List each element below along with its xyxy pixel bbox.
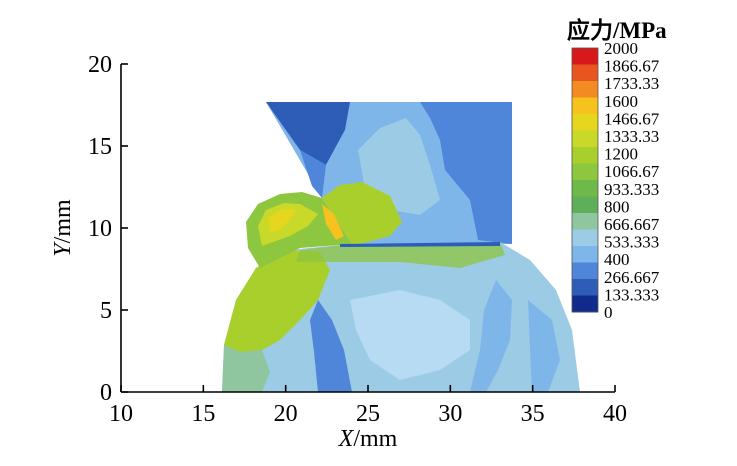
colorbar-level-label: 533.333 <box>604 233 659 252</box>
colorbar-swatch <box>572 147 598 164</box>
tool-right-dark-region <box>420 102 512 244</box>
chip-region <box>246 182 505 268</box>
x-tick-label: 25 <box>356 401 380 427</box>
y-axis-variable: Y <box>50 241 76 257</box>
y-axis-title: Y/mm <box>50 199 76 257</box>
colorbar-title: 应力/MPa <box>567 17 667 43</box>
colorbar-swatch <box>572 196 598 214</box>
colorbar-swatch <box>572 81 598 98</box>
x-tick-label: 35 <box>521 401 545 427</box>
colorbar-swatch <box>572 48 598 65</box>
x-ticks: 10 15 20 25 30 35 40 <box>109 385 627 427</box>
colorbar-swatch <box>572 114 598 131</box>
colorbar-swatch <box>572 213 598 230</box>
colorbar-level-label: 0 <box>604 303 613 322</box>
y-tick-label: 20 <box>88 52 112 78</box>
colorbar-level-label: 400 <box>604 250 630 269</box>
chip-inner-light <box>258 203 318 246</box>
colorbar-level-label: 1733.33 <box>604 74 659 93</box>
x-tick-label: 20 <box>274 401 298 427</box>
colorbar-frame <box>571 47 599 313</box>
workpiece-dark-column-1 <box>310 300 352 392</box>
colorbar-swatch <box>572 229 598 247</box>
y-axis-unit: /mm <box>50 199 76 243</box>
y-ticks: 0 5 10 15 20 <box>88 52 128 406</box>
colorbar-level-label: 1066.67 <box>604 162 660 181</box>
colorbar-level-label: 2000 <box>604 39 638 58</box>
tool-dark-band-left-edge <box>300 150 326 198</box>
y-tick-label: 10 <box>88 216 112 242</box>
colorbar-swatch <box>572 246 598 263</box>
colorbar-swatch <box>572 130 598 148</box>
x-axis-title: X/mm <box>338 426 398 452</box>
workpiece <box>222 242 580 392</box>
colorbar-level-label: 1466.67 <box>604 109 660 128</box>
x-tick-label: 30 <box>438 401 462 427</box>
colorbar-level-label: 933.333 <box>604 180 659 199</box>
contour-field <box>222 102 580 392</box>
workpiece-left-green <box>224 250 330 352</box>
tool-chip-interface-dark <box>340 242 500 247</box>
colorbar-level-label: 1600 <box>604 92 638 111</box>
x-axis-variable: X <box>338 426 355 452</box>
colorbar-level-label: 800 <box>604 197 630 216</box>
colorbar-level-label: 1200 <box>604 145 638 164</box>
colorbar-level-label: 1866.67 <box>604 57 660 76</box>
cutting-tool <box>266 102 512 244</box>
workpiece-left-teal <box>222 345 270 392</box>
x-tick-label: 40 <box>603 401 627 427</box>
workpiece-lightest-band <box>350 290 470 380</box>
tool-dark-band-top-left <box>266 102 350 165</box>
colorbar-level-label: 666.667 <box>604 215 660 234</box>
y-tick-label: 15 <box>88 134 112 160</box>
colorbar-level-label: 266.667 <box>604 268 660 287</box>
colorbar-swatch <box>572 279 598 296</box>
chip-curl-highlight <box>268 209 296 232</box>
tool-mid-blue <box>326 130 365 195</box>
colorbar: 20001866.671733.3316001466.671333.331200… <box>571 39 660 322</box>
shear-zone-hotspot <box>322 204 344 240</box>
colorbar-swatch <box>572 180 598 197</box>
colorbar-swatch <box>572 262 598 280</box>
colorbar-swatch <box>572 163 598 181</box>
x-tick-label: 10 <box>109 401 133 427</box>
workpiece-right-mid <box>528 300 560 392</box>
colorbar-level-label: 133.333 <box>604 285 659 304</box>
y-tick-label: 0 <box>100 380 112 406</box>
shear-zone <box>322 182 402 244</box>
y-tick-label: 5 <box>100 298 112 324</box>
colorbar-swatch <box>572 295 598 313</box>
colorbar-swatch <box>572 64 598 82</box>
colorbar-level-label: 1333.33 <box>604 127 659 146</box>
x-tick-label: 15 <box>191 401 215 427</box>
colorbar-swatch <box>572 97 598 115</box>
workpiece-dark-column-2 <box>470 280 512 392</box>
shear-zone-band <box>296 242 505 268</box>
x-axis-unit: /mm <box>353 426 397 452</box>
